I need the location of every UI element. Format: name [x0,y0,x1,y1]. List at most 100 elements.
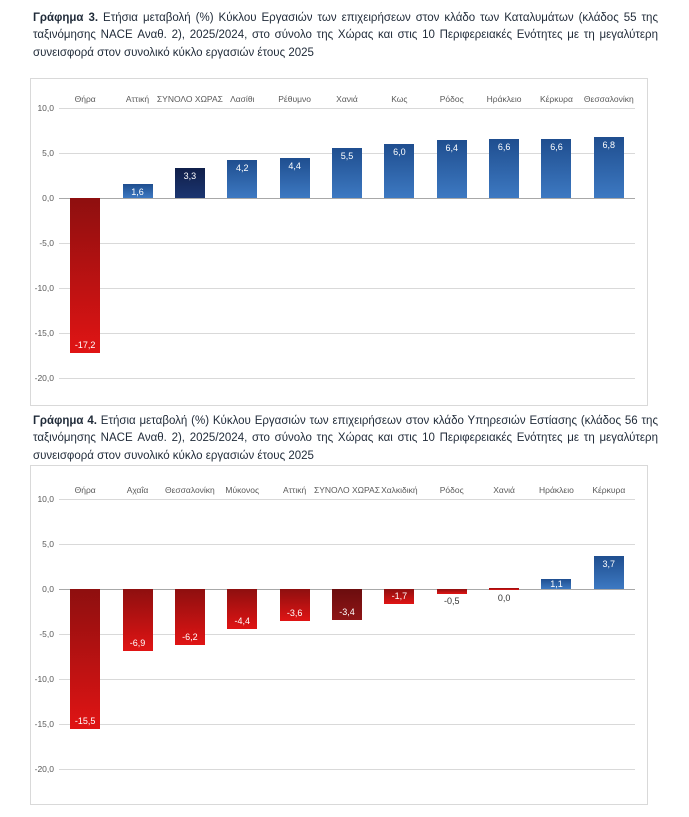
category-label: Κέρκυρα [592,484,626,495]
bar-value-label: 5,5 [340,151,354,161]
bar [489,588,520,590]
category-label: Αχαΐα [126,484,149,495]
gridline [59,333,635,334]
bar-value-label: 1,6 [131,187,144,197]
bar-value-label: -1,7 [391,591,408,601]
bar-value-label: 6,8 [602,140,616,150]
bar [384,589,415,604]
category-label: Θήρα [74,93,96,104]
category-label: Ρόδος [439,93,464,104]
category-label: ΣΥΝΟΛΟ ΧΩΡΑΣ [156,93,223,104]
chart3-title-prefix: Γράφημα 3. [33,12,99,24]
bar-value-label: -6,2 [182,632,198,642]
gridline [59,378,635,379]
gridline [59,769,635,770]
bar [122,589,153,651]
bar [279,158,310,198]
bar-value-label: 6,6 [497,142,511,152]
category-label: Χανιά [336,93,358,104]
bar-value-label: 6,6 [550,142,563,152]
category-label: ΣΥΝΟΛΟ ΧΩΡΑΣ [314,484,380,495]
y-axis-tick-label: -10,0 [34,283,54,293]
gridline [59,243,635,244]
bar [70,589,101,729]
bar [174,589,205,645]
category-label: Λασίθι [230,93,255,104]
gridline [59,108,635,109]
category-label: Κέρκυρα [539,93,573,104]
y-axis-tick-label: -20,0 [34,764,54,774]
chart3-title-text: Ετήσια μεταβολή (%) Κύκλου Εργασιών των … [33,12,658,59]
bar [332,589,362,620]
bar-value-label: 1,1 [550,579,563,589]
bar-value-label: -4,4 [234,616,251,626]
bar-value-label: -17,2 [74,340,96,350]
bar [332,148,362,198]
y-axis-tick-label: 5,0 [42,148,54,158]
y-axis-tick-label: 10,0 [37,103,54,113]
category-label: Ρόδος [439,484,464,495]
y-axis-tick-label: 5,0 [42,539,54,549]
bar [593,137,624,198]
y-axis-tick-label: -5,0 [39,238,54,248]
chart4-title: Γράφημα 4. Ετήσια μεταβολή (%) Κύκλου Ερ… [33,413,658,465]
bar-value-label: -6,9 [129,638,146,648]
category-label: Αττική [125,93,150,104]
category-label: Θήρα [74,484,96,495]
gridline [59,499,635,500]
bar [436,140,467,198]
bar-value-label: 4,2 [236,163,249,173]
gridline [59,679,635,680]
bar-value-label: -3,6 [286,608,303,618]
category-label: Μύκονος [225,484,260,495]
bar-value-label: -3,4 [339,607,355,617]
bar-value-label: -15,5 [74,716,96,726]
chart3-title: Γράφημα 3. Ετήσια μεταβολή (%) Κύκλου Ερ… [33,10,658,62]
chart4-title-prefix: Γράφημα 4. [33,415,97,427]
y-axis-tick-label: 0,0 [42,584,54,594]
bar [174,168,205,198]
bar-value-label: -0,5 [443,596,460,606]
category-label: Ηράκλειο [539,484,574,495]
gridline [59,544,635,545]
bar [227,160,258,198]
bar [227,589,258,629]
bar [541,579,572,589]
y-axis-tick-label: -15,0 [34,328,54,338]
bar [436,589,467,594]
bar-value-label: 3,3 [183,171,197,181]
gridline [59,634,635,635]
bar [489,139,520,198]
category-label: Κως [391,93,408,104]
bar-value-label: 0,0 [497,593,511,603]
bar [384,144,415,198]
y-axis-tick-label: -20,0 [34,373,54,383]
category-label: Θεσσαλονίκη [583,93,634,104]
bar-value-label: 6,0 [393,147,406,157]
category-label: Ρέθυμνο [278,93,311,104]
zero-axis-line [59,198,635,199]
y-axis-tick-label: -10,0 [34,674,54,684]
y-axis-tick-label: -5,0 [39,629,54,639]
y-axis-tick-label: -15,0 [34,719,54,729]
bar [593,556,624,589]
bar-value-label: 6,4 [445,143,458,153]
chart4-food-service-turnover-panel: 10,0 5,0 0,0 -5,0 -10,0 -15,0 -20,0 Θήρα -15,5 Αχ… [30,465,648,805]
y-axis-tick-label: 10,0 [37,494,54,504]
category-label: Αττική [282,484,307,495]
bar [122,184,153,198]
bar [70,198,101,353]
bar-value-label: 4,4 [288,161,301,171]
bar-value-label: 3,7 [602,559,616,569]
category-label: Χαλκιδική [381,484,418,495]
category-label: Χανιά [493,484,515,495]
category-label: Ηράκλειο [486,93,522,104]
category-label: Θεσσαλονίκη [165,484,215,495]
chart3-accommodation-turnover-panel: 10,0 5,0 0,0 -5,0 -10,0 -15,0 -20,0 Θήρα -17,2 Ατ… [30,78,648,406]
bar [541,139,572,198]
y-axis-tick-label: 0,0 [42,193,54,203]
gridline [59,288,635,289]
bar [279,589,310,621]
chart4-title-text: Ετήσια μεταβολή (%) Κύκλου Εργασιών των … [33,415,658,462]
